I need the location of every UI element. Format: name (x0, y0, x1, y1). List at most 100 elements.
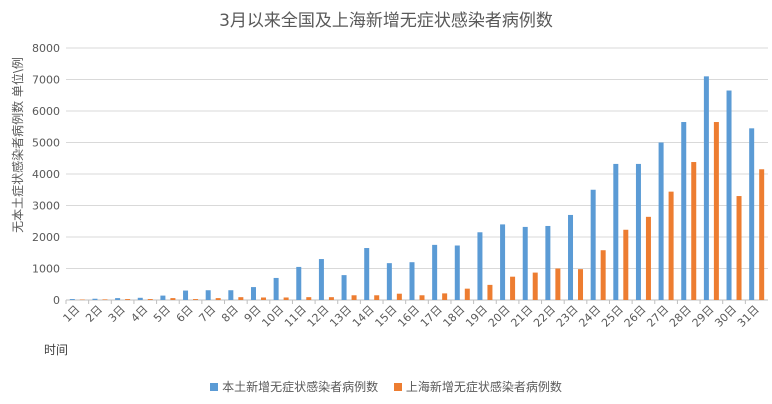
bar-shanghai (351, 295, 357, 300)
bar-national (228, 290, 234, 300)
bar-national (92, 298, 98, 300)
x-tick-label: 3日 (106, 303, 128, 325)
legend: 本土新增无症状感染者病例数 上海新增无症状感染者病例数 (0, 378, 772, 395)
y-tick-label: 6000 (32, 105, 60, 118)
bar-national (635, 163, 641, 300)
x-tick-label: 27日 (644, 303, 671, 330)
x-tick-label: 15日 (373, 303, 400, 330)
bar-shanghai (283, 297, 289, 300)
bar-national (364, 248, 370, 300)
x-tick-label: 30日 (712, 303, 739, 330)
x-tick-label: 2日 (83, 303, 105, 325)
bar-national (137, 297, 143, 300)
bar-national (432, 244, 438, 300)
bar-national (568, 214, 574, 300)
bar-shanghai (238, 297, 244, 300)
x-tick-label: 10日 (259, 303, 286, 330)
y-tick-label: 4000 (32, 168, 60, 181)
bar-shanghai (328, 297, 334, 300)
bar-shanghai (691, 162, 697, 300)
legend-label-national: 本土新增无症状感染者病例数 (222, 380, 379, 394)
bar-shanghai (713, 122, 719, 301)
bar-shanghai (487, 284, 493, 300)
x-tick-label: 29日 (690, 303, 717, 330)
x-tick-label: 28日 (667, 303, 694, 330)
bar-shanghai (532, 272, 538, 300)
bar-shanghai (464, 288, 470, 300)
x-tick-label: 11日 (282, 303, 309, 330)
bar-national (500, 224, 506, 300)
bar-national (703, 76, 709, 300)
y-tick-label: 2000 (32, 231, 60, 244)
bar-shanghai (623, 229, 629, 300)
legend-swatch-shanghai (393, 382, 402, 391)
x-tick-label: 23日 (554, 303, 581, 330)
bar-national (522, 226, 528, 300)
x-tick-label: 5日 (151, 303, 173, 325)
x-tick-label: 7日 (196, 303, 218, 325)
bar-shanghai (600, 250, 606, 300)
x-tick-label: 6日 (174, 303, 196, 325)
bar-shanghai (668, 191, 674, 300)
bar-shanghai (645, 216, 651, 300)
bar-shanghai (260, 297, 266, 300)
bar-shanghai (510, 276, 516, 300)
y-tick-label: 0 (53, 294, 60, 307)
bar-shanghai (759, 169, 765, 300)
bar-shanghai (374, 295, 380, 300)
bar-shanghai (215, 298, 221, 300)
bar-shanghai (147, 299, 153, 300)
bar-national (296, 266, 302, 300)
x-tick-label: 19日 (463, 303, 490, 330)
bar-national (477, 232, 483, 300)
y-tick-label: 3000 (32, 200, 60, 213)
bar-shanghai (102, 299, 108, 300)
bar-national (205, 290, 211, 300)
x-tick-label: 1日 (61, 303, 83, 325)
bar-national (726, 90, 732, 301)
bar-national (658, 142, 664, 300)
bar-national (69, 299, 75, 300)
x-axis-label: 时间 (44, 343, 68, 357)
bar-national (273, 277, 279, 300)
bar-national (749, 128, 755, 300)
bar-shanghai (419, 295, 425, 300)
x-tick-label: 12日 (305, 303, 332, 330)
bar-shanghai (306, 297, 312, 300)
x-tick-label: 25日 (599, 303, 626, 330)
bar-national (115, 298, 121, 300)
x-tick-label: 14日 (350, 303, 377, 330)
bars (69, 76, 765, 301)
bar-national (454, 245, 460, 300)
x-tick-label: 4日 (128, 303, 150, 325)
bar-national (545, 225, 551, 300)
bar-national (386, 263, 392, 300)
x-tick-label: 18日 (441, 303, 468, 330)
x-tick-label: 26日 (622, 303, 649, 330)
legend-item-national: 本土新增无症状感染者病例数 (210, 378, 378, 395)
bar-national (681, 122, 687, 301)
x-tick-label: 24日 (576, 303, 603, 330)
legend-label-shanghai: 上海新增无症状感染者病例数 (405, 380, 562, 394)
bar-shanghai (79, 299, 85, 301)
axes: 0 1000 2000 3000 4000 5000 6000 7000 8000 1日 2日 3日 4… (32, 42, 762, 330)
bar-national (590, 189, 596, 300)
bar-shanghai (578, 269, 584, 300)
bar-national (160, 295, 166, 300)
y-tick-label: 7000 (32, 74, 60, 87)
bar-national (183, 290, 189, 300)
bar-shanghai (736, 196, 742, 300)
bar-national (250, 287, 256, 300)
bar-national (318, 259, 324, 300)
bar-shanghai (125, 299, 131, 300)
x-tick-label: 21日 (508, 303, 535, 330)
x-tick-label: 20日 (486, 303, 513, 330)
bar-national (341, 275, 347, 300)
bar-shanghai (170, 298, 176, 300)
gridlines (66, 47, 768, 301)
bar-national (409, 262, 415, 300)
x-tick-label: 31日 (735, 303, 762, 330)
bar-national (613, 163, 619, 300)
y-axis-label: 无本土症状感染者病例数 单位\例 (10, 57, 25, 233)
